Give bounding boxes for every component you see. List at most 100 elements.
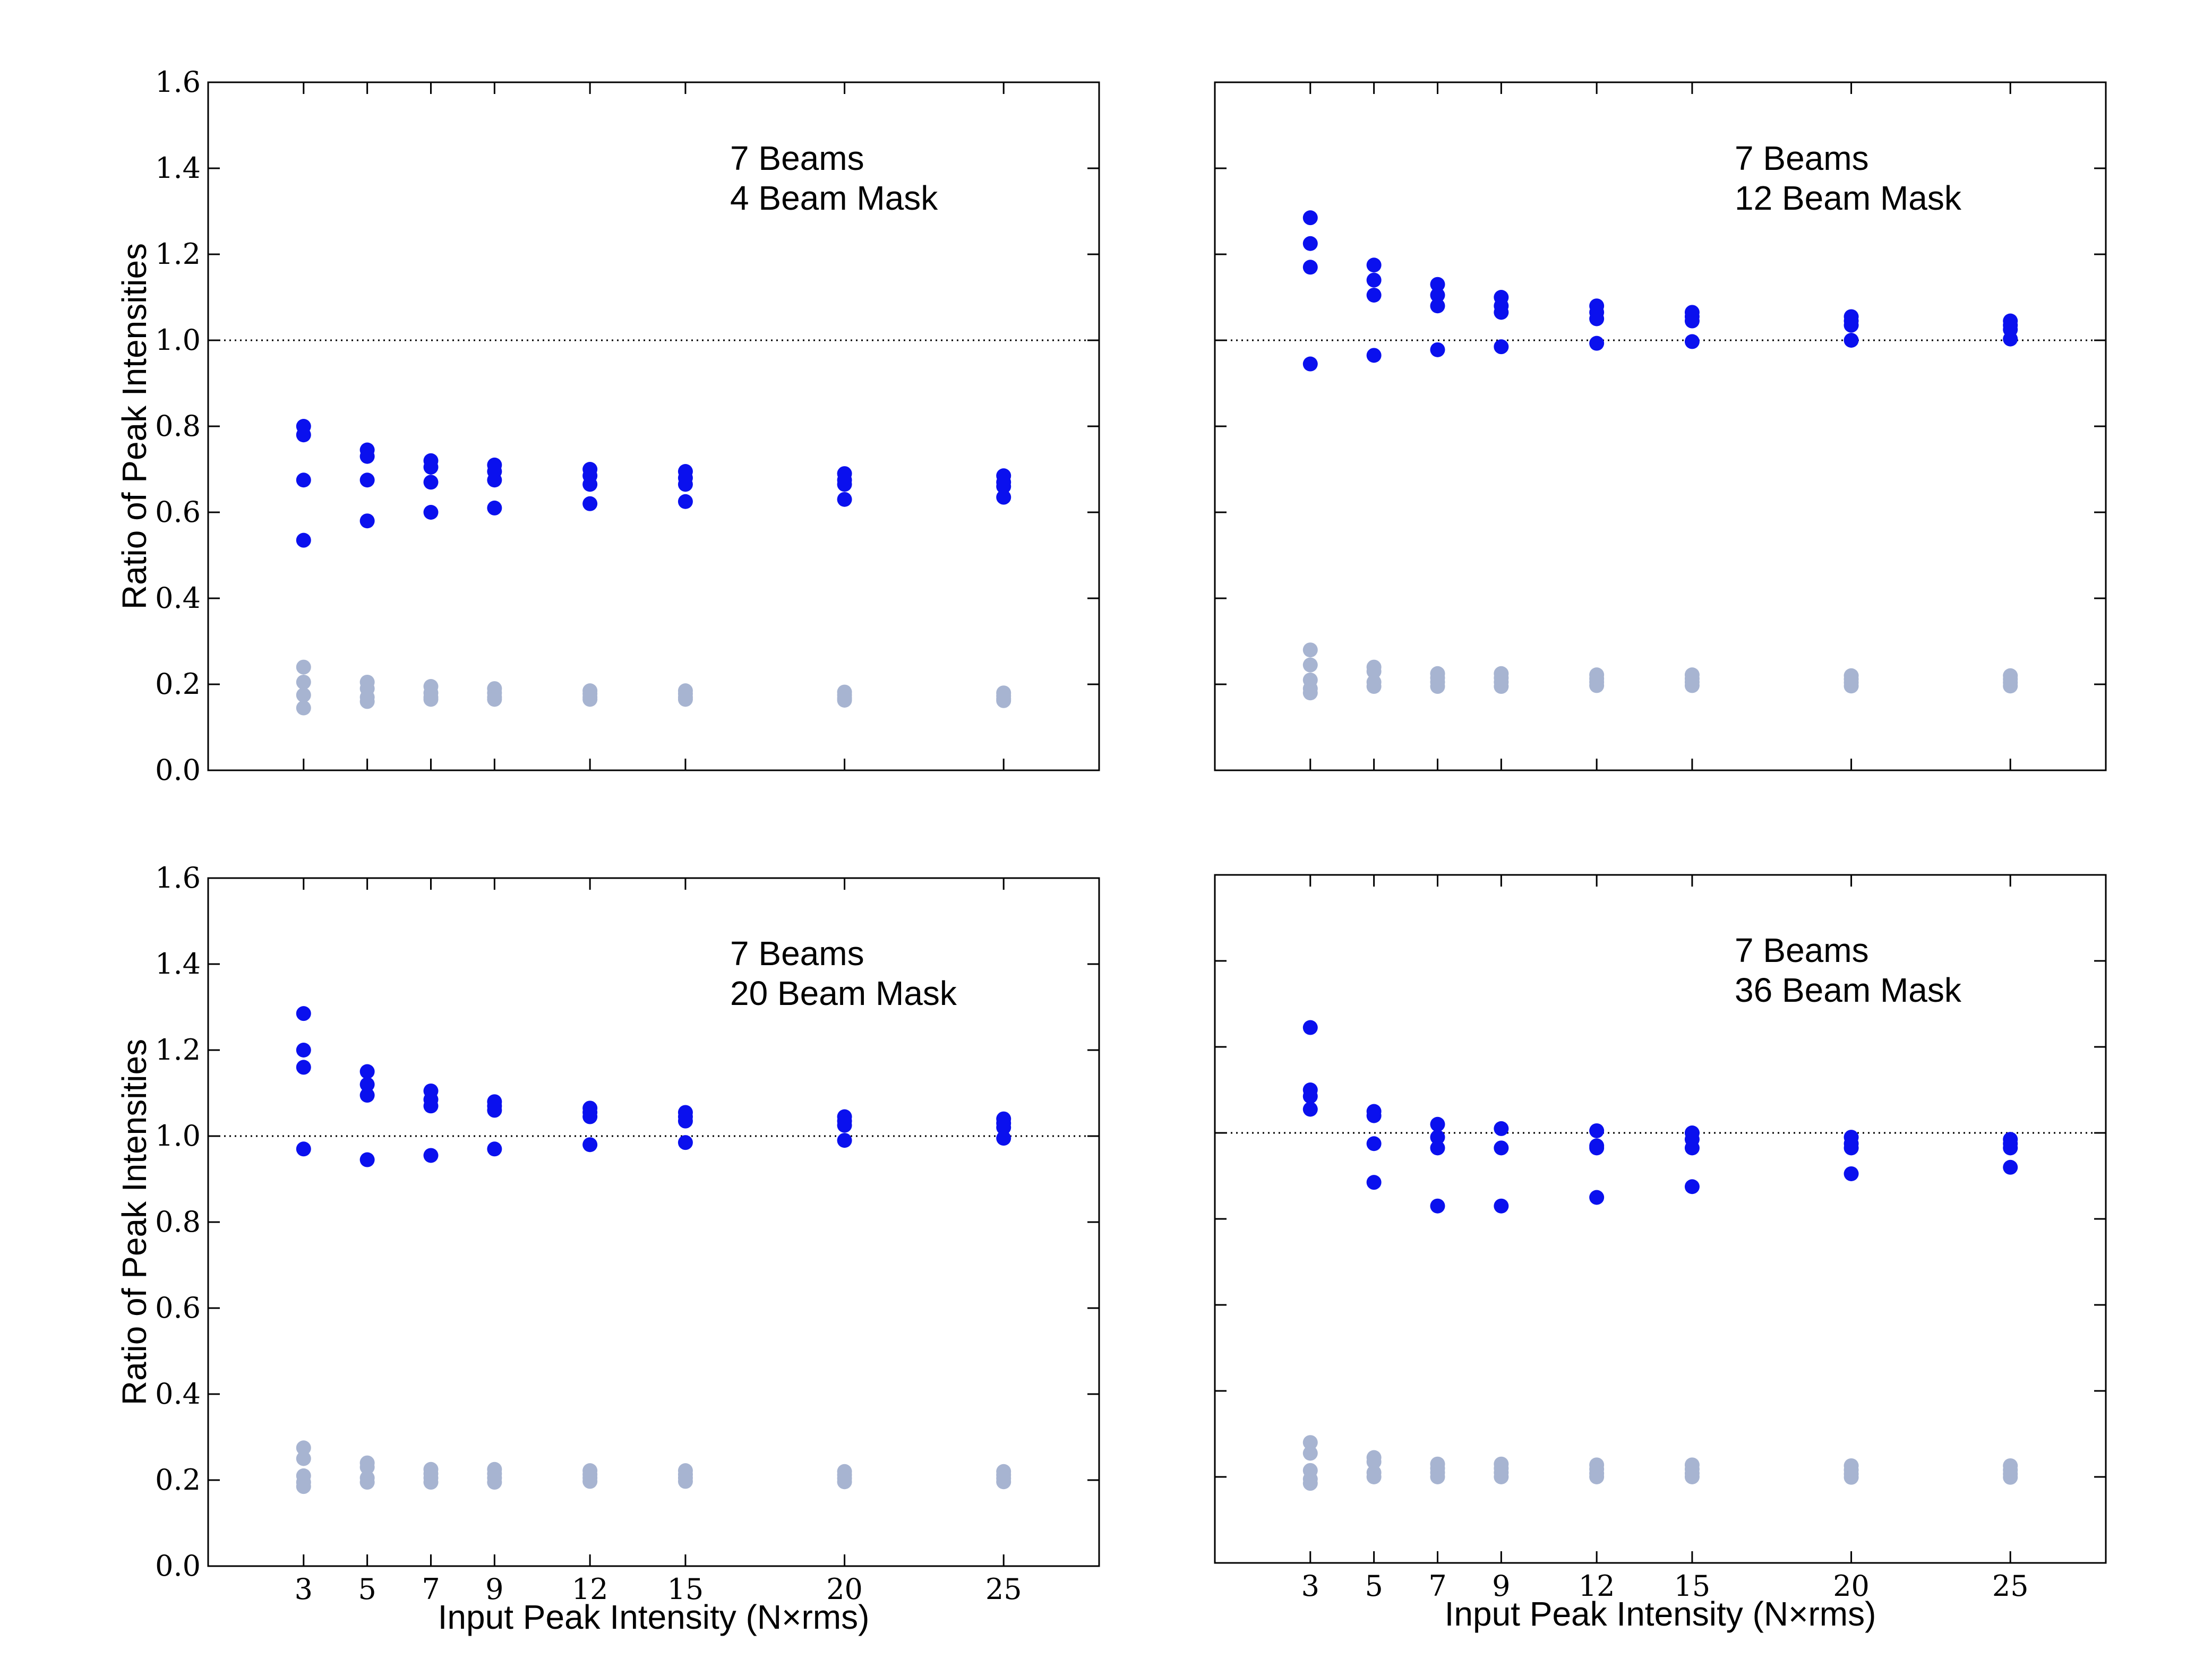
annotation-line-2: 20 Beam Mask	[730, 974, 957, 1012]
y-ticks: 0.0 0.2 0.4 0.6 0.8 1.0 1.2 1.4 1.6	[155, 861, 1099, 1583]
x-tick-label: 15	[1674, 1569, 1711, 1603]
annotation-line-1: 7 Beams	[1735, 139, 1869, 177]
secondary-point	[1366, 664, 1382, 679]
secondary-point	[296, 687, 311, 703]
primary-point	[2003, 1140, 2018, 1156]
x-tick-label: 7	[422, 1572, 440, 1606]
secondary-point	[296, 700, 311, 716]
primary-point	[487, 1141, 502, 1157]
primary-point	[296, 1141, 311, 1157]
x-tick-label: 15	[667, 1572, 704, 1606]
y-ticks: 0.0 0.2 0.4 0.6 0.8 1.0 1.2 1.4 1.6	[155, 65, 1099, 787]
primary-point	[1589, 1190, 1605, 1205]
x-axis-label: Input Peak Intensity (N×rms)	[438, 1598, 870, 1636]
secondary-point	[359, 1475, 375, 1490]
y-tick-label: 0.4	[155, 1377, 201, 1411]
primary-point	[359, 1088, 375, 1103]
y-tick-label: 1.4	[155, 151, 201, 185]
secondary-point	[1302, 1435, 1318, 1450]
secondary-point	[1302, 685, 1318, 701]
secondary-point	[1589, 1469, 1605, 1484]
x-tick-label: 3	[295, 1572, 313, 1606]
y-axis-label: Ratio of Peak Intensities	[115, 243, 153, 609]
y-tick-label: 0.4	[155, 581, 201, 615]
primary-point	[1684, 334, 1700, 349]
secondary-point	[2003, 678, 2018, 694]
y-tick-label: 1.2	[155, 237, 201, 271]
x-ticks	[1309, 82, 2011, 770]
primary-point	[996, 489, 1011, 505]
primary-point	[1494, 1140, 1509, 1156]
primary-point	[296, 472, 311, 488]
primary-point	[1366, 272, 1382, 288]
primary-point	[1494, 1198, 1509, 1214]
annotation-line-1: 7 Beams	[1735, 931, 1869, 969]
y-tick-label: 1.0	[155, 1119, 201, 1153]
plot-frame	[207, 877, 1100, 1567]
secondary-point	[1589, 678, 1605, 693]
primary-point	[582, 496, 598, 511]
primary-point	[582, 477, 598, 492]
secondary-point	[296, 659, 311, 675]
primary-point	[1366, 348, 1382, 363]
secondary-point	[296, 674, 311, 690]
primary-point	[359, 1077, 375, 1092]
primary-point	[487, 500, 502, 515]
primary-point	[1684, 1179, 1700, 1194]
secondary-point	[296, 1479, 311, 1494]
secondary-point	[423, 692, 439, 707]
secondary-point	[1302, 657, 1318, 673]
secondary-point	[296, 1440, 311, 1456]
secondary-point	[1430, 679, 1445, 694]
secondary-point	[837, 692, 852, 708]
x-tick-label: 25	[1992, 1569, 2029, 1603]
primary-point	[359, 472, 375, 488]
primary-point	[837, 477, 852, 492]
annotation-line-2: 4 Beam Mask	[730, 179, 938, 217]
primary-point	[1844, 1166, 1859, 1181]
annotation-line-2: 12 Beam Mask	[1735, 179, 1962, 217]
primary-point	[996, 479, 1011, 494]
x-tick-label: 20	[826, 1572, 863, 1606]
points	[1302, 210, 2018, 701]
primary-point	[1844, 317, 1859, 333]
x-tick-label: 5	[358, 1572, 376, 1606]
primary-point	[296, 532, 311, 548]
secondary-point	[487, 1475, 502, 1490]
secondary-point	[582, 692, 598, 707]
primary-point	[487, 1103, 502, 1118]
primary-point	[296, 1006, 311, 1021]
secondary-point	[1430, 1469, 1445, 1484]
secondary-point	[1844, 1469, 1859, 1485]
panel-top-right: 7 Beams 12 Beam Mask	[1214, 81, 2107, 771]
secondary-point	[1684, 1469, 1700, 1484]
primary-point	[296, 427, 311, 443]
y-tick-label: 0.8	[155, 1205, 201, 1239]
primary-point	[1430, 1116, 1445, 1132]
panel-bottom-left: 0.0 0.2 0.4 0.6 0.8 1.0 1.2 1.4 1.6 3 5 7 9 12 15 20 25…	[115, 861, 1100, 1636]
x-tick-label: 12	[572, 1572, 608, 1606]
points	[296, 419, 1011, 716]
annotation-line-1: 7 Beams	[730, 934, 864, 973]
primary-point	[359, 449, 375, 464]
primary-point	[996, 1120, 1011, 1135]
primary-point	[423, 475, 439, 490]
primary-point	[487, 472, 502, 488]
primary-point	[1430, 1140, 1445, 1156]
primary-point	[678, 494, 693, 509]
y-tick-label: 0.0	[155, 1549, 201, 1583]
secondary-point	[1366, 1469, 1382, 1484]
x-ticks: 3 5 7 9 12 15 20 25	[295, 878, 1022, 1606]
secondary-point	[582, 1474, 598, 1489]
y-tick-label: 0.2	[155, 667, 201, 701]
y-tick-label: 0.6	[155, 1291, 201, 1325]
primary-point	[359, 513, 375, 529]
primary-point	[1430, 298, 1445, 314]
primary-point	[1302, 260, 1318, 275]
primary-point	[1366, 1108, 1382, 1123]
primary-point	[678, 1113, 693, 1129]
y-tick-label: 0.8	[155, 409, 201, 443]
points	[1302, 1020, 2018, 1491]
primary-point	[423, 1148, 439, 1163]
